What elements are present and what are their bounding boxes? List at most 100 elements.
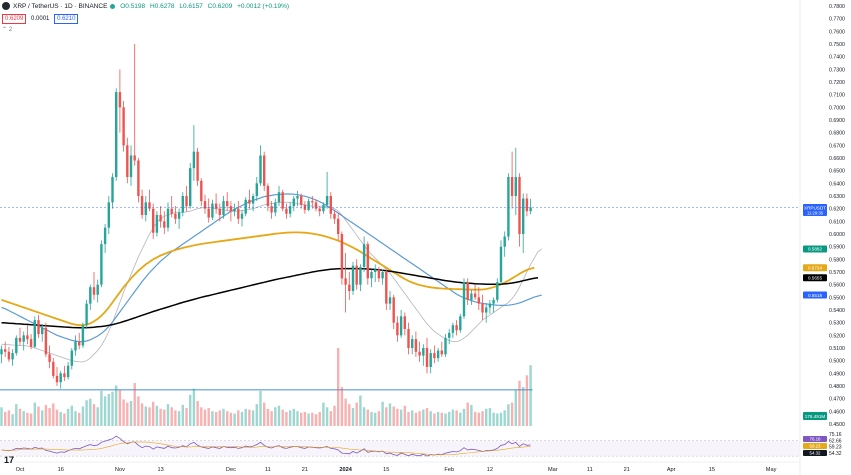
price-tick-label: 0.7800 <box>829 4 845 10</box>
candle <box>81 322 85 348</box>
volume-bar <box>381 401 384 426</box>
volume-bar <box>503 410 506 426</box>
candle-body <box>115 92 118 177</box>
volume-bar <box>89 398 92 426</box>
candle <box>226 192 229 212</box>
candle <box>477 287 480 310</box>
candle <box>381 269 384 285</box>
sell-button[interactable]: 0.6209 <box>2 14 27 24</box>
volume-bar <box>185 408 188 426</box>
candle-body <box>211 203 214 218</box>
volume-bar <box>251 410 255 426</box>
rsi-tag-bg <box>803 443 827 449</box>
symbol-title[interactable]: XRP / TetherUS · 1D · BINANCE <box>13 3 108 10</box>
candle <box>366 241 369 285</box>
volume-bar <box>303 411 307 426</box>
candle <box>281 189 284 212</box>
candle-body <box>107 202 110 228</box>
price-tick-label: 0.6900 <box>829 118 845 124</box>
volume-bar <box>226 411 229 426</box>
candle-body <box>314 202 318 209</box>
volume-bar <box>33 402 36 426</box>
candle-body <box>296 196 299 199</box>
candle-body <box>170 208 173 214</box>
volume-bar <box>144 406 147 426</box>
candle <box>296 190 299 207</box>
price-tick-label: 0.6200 <box>829 207 845 213</box>
volume-bar <box>192 388 196 426</box>
candle-body <box>133 155 136 161</box>
price-tick-label: 0.5100 <box>829 346 845 352</box>
candle <box>251 193 255 212</box>
candle <box>451 322 455 338</box>
candle <box>222 196 225 219</box>
time-axis[interactable]: Oct 16 Nov 13 Dec 11 21 2024 15 Feb 12 Mar 11 21 Apr 15… <box>0 461 800 473</box>
candle-body <box>155 215 159 233</box>
candle-body <box>118 92 122 108</box>
candle <box>485 303 488 323</box>
candle <box>300 193 303 209</box>
candle <box>377 266 381 283</box>
candle-body <box>444 337 447 355</box>
candle <box>462 278 466 319</box>
candle-body <box>440 350 443 355</box>
volume-bar <box>473 411 477 426</box>
candle-body <box>41 327 44 335</box>
candle <box>70 348 73 370</box>
candle-body <box>237 208 240 219</box>
volume-bar <box>274 407 277 426</box>
candle <box>18 327 22 346</box>
price-tick-label: 0.5600 <box>829 283 845 289</box>
candle <box>414 331 418 357</box>
time-tick-label: 15 <box>383 467 389 473</box>
candle-body <box>518 177 521 234</box>
rsi-tick-label: 59.23 <box>829 445 842 451</box>
candle-body <box>174 213 177 219</box>
price-tick-label: 0.5500 <box>829 295 845 301</box>
indicators-toggle[interactable]: ⌃ 2 <box>2 27 13 33</box>
candle <box>492 297 495 313</box>
candle-body <box>300 196 303 205</box>
ohlc-low: L0.6157 <box>179 3 203 10</box>
volume-bar <box>214 411 218 426</box>
volume-bar <box>181 404 184 426</box>
candle-body <box>418 351 421 356</box>
time-tick-label: 12 <box>487 467 493 473</box>
volume-bar <box>337 348 340 426</box>
tradingview-logo-icon: 17 <box>4 455 15 465</box>
buy-button[interactable]: 0.6210 <box>54 14 79 24</box>
candle <box>340 231 344 285</box>
volume-bar <box>325 407 329 426</box>
candle <box>144 196 147 222</box>
candle <box>103 223 107 253</box>
candle <box>529 198 532 215</box>
candle-body <box>281 192 284 209</box>
price-tick-label: 0.7300 <box>829 67 845 73</box>
candle <box>22 331 25 351</box>
volume-bar <box>203 409 207 426</box>
candle <box>470 289 473 305</box>
candle <box>63 365 66 381</box>
candle <box>314 199 318 212</box>
candle <box>436 348 440 362</box>
time-tick-label: 21 <box>624 467 630 473</box>
volume-bar <box>411 410 414 426</box>
volume-bar <box>115 385 118 426</box>
volume-bar <box>107 394 110 426</box>
price-axis[interactable]: 0.7800 0.7700 0.7600 0.7500 0.7400 0.7300 0.72… <box>799 0 845 475</box>
ohlc-close: C0.6209 <box>207 3 233 10</box>
candle-body <box>81 325 85 346</box>
candle-body <box>292 198 295 207</box>
volume-bar <box>48 408 51 426</box>
candle <box>359 264 362 291</box>
candle <box>207 198 210 223</box>
candle-body <box>459 316 462 331</box>
candle-body <box>396 322 399 336</box>
volume-bar <box>177 411 181 426</box>
candles[interactable] <box>0 44 532 389</box>
symbol-header: XRP / TetherUS · 1D · BINANCE O0.5198 H0… <box>0 0 292 14</box>
candle-body <box>177 212 181 219</box>
candle-body <box>122 107 125 146</box>
candle-body <box>499 246 503 283</box>
